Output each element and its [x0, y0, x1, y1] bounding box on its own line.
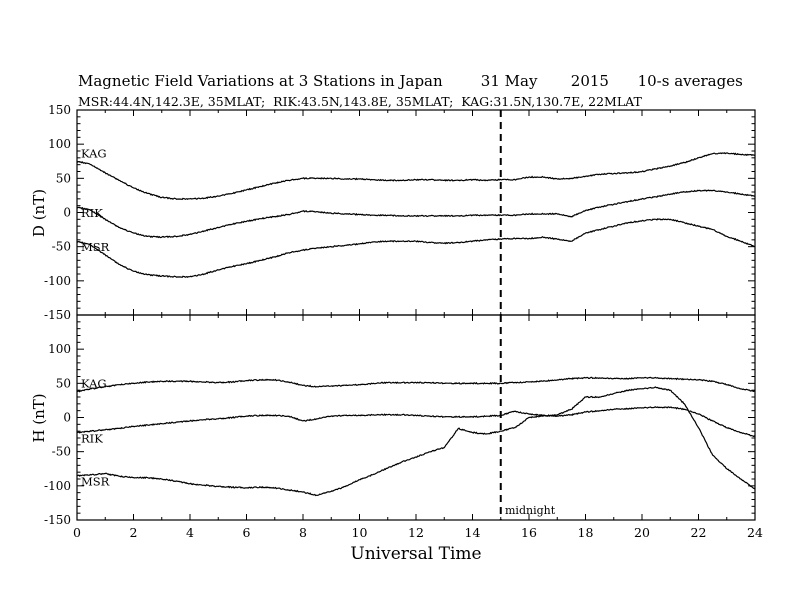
y-tick-label: -150 [44, 308, 71, 322]
y-tick-label: -150 [44, 513, 71, 527]
x-tick-label: 14 [465, 525, 481, 540]
y-tick-label: -100 [44, 479, 71, 493]
series-label-rik-h: RIK [81, 432, 103, 446]
y-tick-label: 50 [56, 171, 71, 185]
series-label-msr-d: MSR [81, 240, 110, 254]
series-line-kag-d [76, 152, 756, 201]
x-tick-label: 4 [186, 525, 194, 540]
y-tick-label: 100 [48, 342, 71, 356]
y-tick-label: 150 [48, 103, 71, 117]
y-axis-label-h: H (nT) [30, 393, 48, 442]
series-label-msr-h: MSR [81, 475, 110, 489]
series-line-rik-h [76, 406, 756, 438]
chart-subtitle: MSR:44.4N,142.3E, 35MLAT; RIK:43.5N,143.… [78, 94, 642, 109]
series-line-kag-h [76, 376, 756, 393]
series-label-rik-d: RIK [81, 206, 103, 220]
panel-frame-d [76, 109, 756, 316]
y-tick-label: -50 [52, 445, 71, 459]
x-tick-label: 10 [352, 525, 368, 540]
x-tick-label: 18 [578, 525, 594, 540]
x-axis-label: Universal Time [350, 544, 481, 564]
series-line-msr-d [76, 218, 756, 278]
chart-title: Magnetic Field Variations at 3 Stations … [78, 72, 743, 90]
series-label-kag-d: KAG [81, 146, 107, 160]
y-tick-label: 0 [63, 206, 71, 220]
y-tick-label: 50 [56, 376, 71, 390]
panel-frame-h [76, 314, 756, 521]
x-tick-label: 16 [521, 525, 537, 540]
y-tick-label: -50 [52, 240, 71, 254]
x-tick-label: 22 [691, 525, 707, 540]
series-line-msr-h [76, 386, 756, 497]
x-tick-label: 20 [634, 525, 650, 540]
x-tick-label: 6 [243, 525, 251, 540]
x-tick-label: 8 [299, 525, 307, 540]
x-tick-label: 24 [747, 525, 763, 540]
y-tick-label: -100 [44, 274, 71, 288]
y-axis-label-d: D (nT) [30, 189, 48, 237]
x-tick-label: 2 [130, 525, 138, 540]
x-tick-label: 0 [73, 525, 81, 540]
y-tick-label: 0 [63, 411, 71, 425]
y-tick-label: 100 [48, 137, 71, 151]
series-line-rik-d [76, 189, 755, 239]
x-tick-label: 12 [408, 525, 424, 540]
series-label-kag-h: KAG [81, 377, 107, 391]
midnight-annotation: midnight [505, 504, 556, 517]
